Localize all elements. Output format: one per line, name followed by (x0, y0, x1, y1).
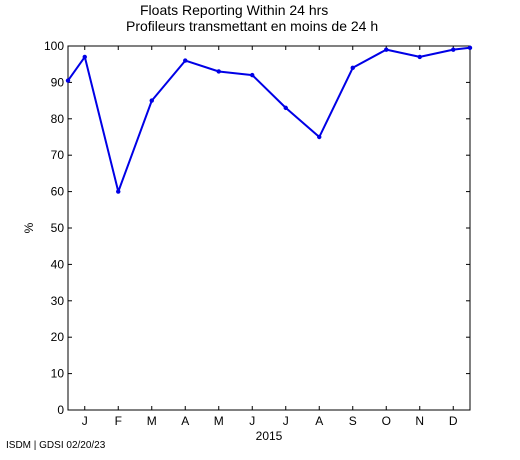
x-tick-label: M (214, 414, 224, 428)
data-point (216, 69, 221, 74)
x-tick-label: N (415, 414, 424, 428)
chart-title-english: Floats Reporting Within 24 hrs (140, 2, 329, 18)
x-tick-label: D (449, 414, 458, 428)
data-point (417, 54, 422, 60)
y-tick-label: 50 (51, 221, 65, 235)
data-point (317, 134, 322, 140)
x-tick-label: S (349, 414, 357, 428)
y-tick-label: 10 (51, 367, 65, 381)
plot-area-frame (67, 45, 471, 411)
x-tick-label: J (249, 414, 255, 428)
series-polyline (67, 46, 471, 193)
data-point (250, 72, 255, 78)
y-tick-label: 60 (51, 185, 65, 199)
y-axis: 0 10 20 30 40 50 60 70 80 90 100 (44, 39, 470, 417)
x-tick-label: J (283, 414, 289, 428)
x-tick-label: O (382, 414, 391, 428)
y-tick-label: 20 (51, 330, 65, 344)
y-tick-label: 70 (51, 148, 65, 162)
chart-title-french: Profileurs transmettant en moins de 24 h (126, 18, 379, 34)
y-tick-label: 40 (51, 257, 65, 271)
x-tick-label: M (147, 414, 157, 428)
x-tick-label: A (181, 414, 189, 428)
data-point (65, 78, 71, 83)
data-point (82, 54, 87, 60)
data-point (183, 58, 188, 63)
y-tick-label: 100 (44, 39, 64, 53)
x-tick-label: F (115, 414, 122, 428)
data-point (350, 65, 355, 71)
y-tick-label: 90 (51, 75, 65, 89)
x-tick-label: A (315, 414, 323, 428)
data-point (451, 47, 456, 52)
data-point (116, 189, 121, 194)
y-tick-label: 30 (51, 294, 65, 308)
x-axis-label: 2015 (256, 429, 283, 443)
data-point (149, 98, 154, 103)
series-line (65, 45, 473, 194)
y-axis-label: % (22, 222, 36, 233)
y-tick-label: 80 (51, 112, 65, 126)
footer-credit: ISDM | GDSI 02/20/23 (6, 440, 106, 451)
data-point (384, 47, 389, 52)
data-point (283, 105, 288, 111)
y-tick-label: 0 (57, 403, 64, 417)
x-tick-label: J (82, 414, 88, 428)
data-point (467, 45, 473, 51)
